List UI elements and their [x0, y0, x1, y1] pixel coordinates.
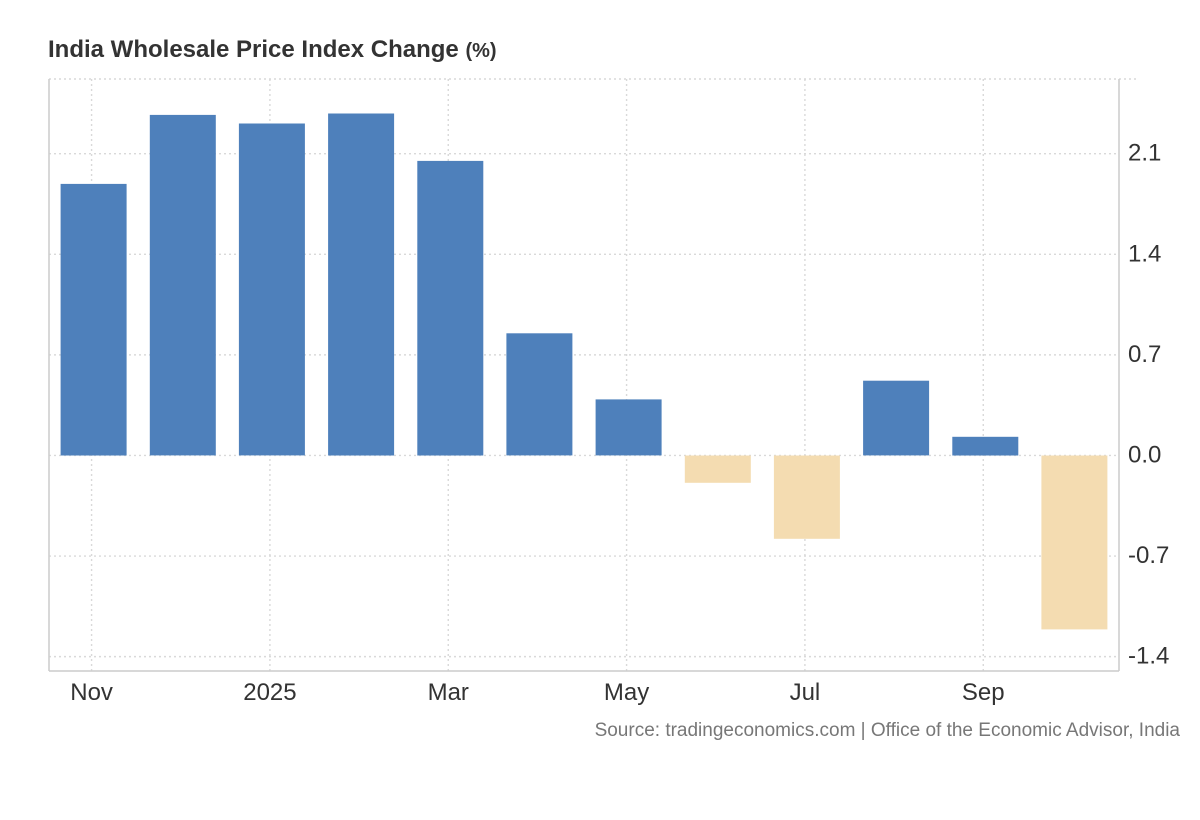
bar-jan-2025[interactable] [238, 123, 305, 456]
chart-title-text: India Wholesale Price Index Change [48, 36, 459, 63]
bar-mar-2025[interactable] [417, 160, 484, 456]
bar-jul-2025[interactable] [773, 455, 840, 539]
bar-jun-2025[interactable] [684, 455, 751, 483]
axis-layer [48, 79, 1120, 672]
x-tick-label: 2025 [243, 679, 296, 706]
y-tick-label: 1.4 [1128, 240, 1161, 267]
y-tick-label: -0.7 [1128, 542, 1169, 569]
chart-title: India Wholesale Price Index Change (%) [48, 36, 497, 64]
x-tick-label: May [604, 679, 649, 706]
x-tick-label: Nov [70, 679, 113, 706]
bar-dec-2024[interactable] [149, 114, 216, 456]
y-tick-label: -1.4 [1128, 643, 1169, 670]
bar-aug-2025[interactable] [863, 380, 930, 456]
x-tick-label: Jul [790, 679, 821, 706]
y-tick-label: 0.7 [1128, 341, 1161, 368]
bar-nov-2024[interactable] [60, 183, 127, 456]
bar-sep-2025[interactable] [952, 436, 1019, 456]
chart-unit-label: (%) [465, 40, 497, 62]
y-tick-label: 0.0 [1128, 441, 1161, 468]
x-tick-label: Sep [962, 679, 1005, 706]
bar-may-2025[interactable] [595, 399, 662, 456]
bar-layer [60, 113, 1108, 630]
y-tick-label: 2.1 [1128, 140, 1161, 167]
bar-oct-2025[interactable] [1041, 455, 1108, 630]
label-layer: 2.1 1.4 0.7 0.0 -0.7 -1.4 Nov 2025 Mar May Jul Sep [70, 140, 1169, 706]
bar-apr-2025[interactable] [506, 333, 573, 456]
x-tick-label: Mar [428, 679, 469, 706]
source-note: Source: tradingeconomics.com | Office of… [594, 720, 1180, 741]
bar-chart: 2.1 1.4 0.7 0.0 -0.7 -1.4 Nov 2025 Mar May Jul Sep [48, 78, 1169, 706]
bar-feb-2025[interactable] [328, 113, 395, 456]
